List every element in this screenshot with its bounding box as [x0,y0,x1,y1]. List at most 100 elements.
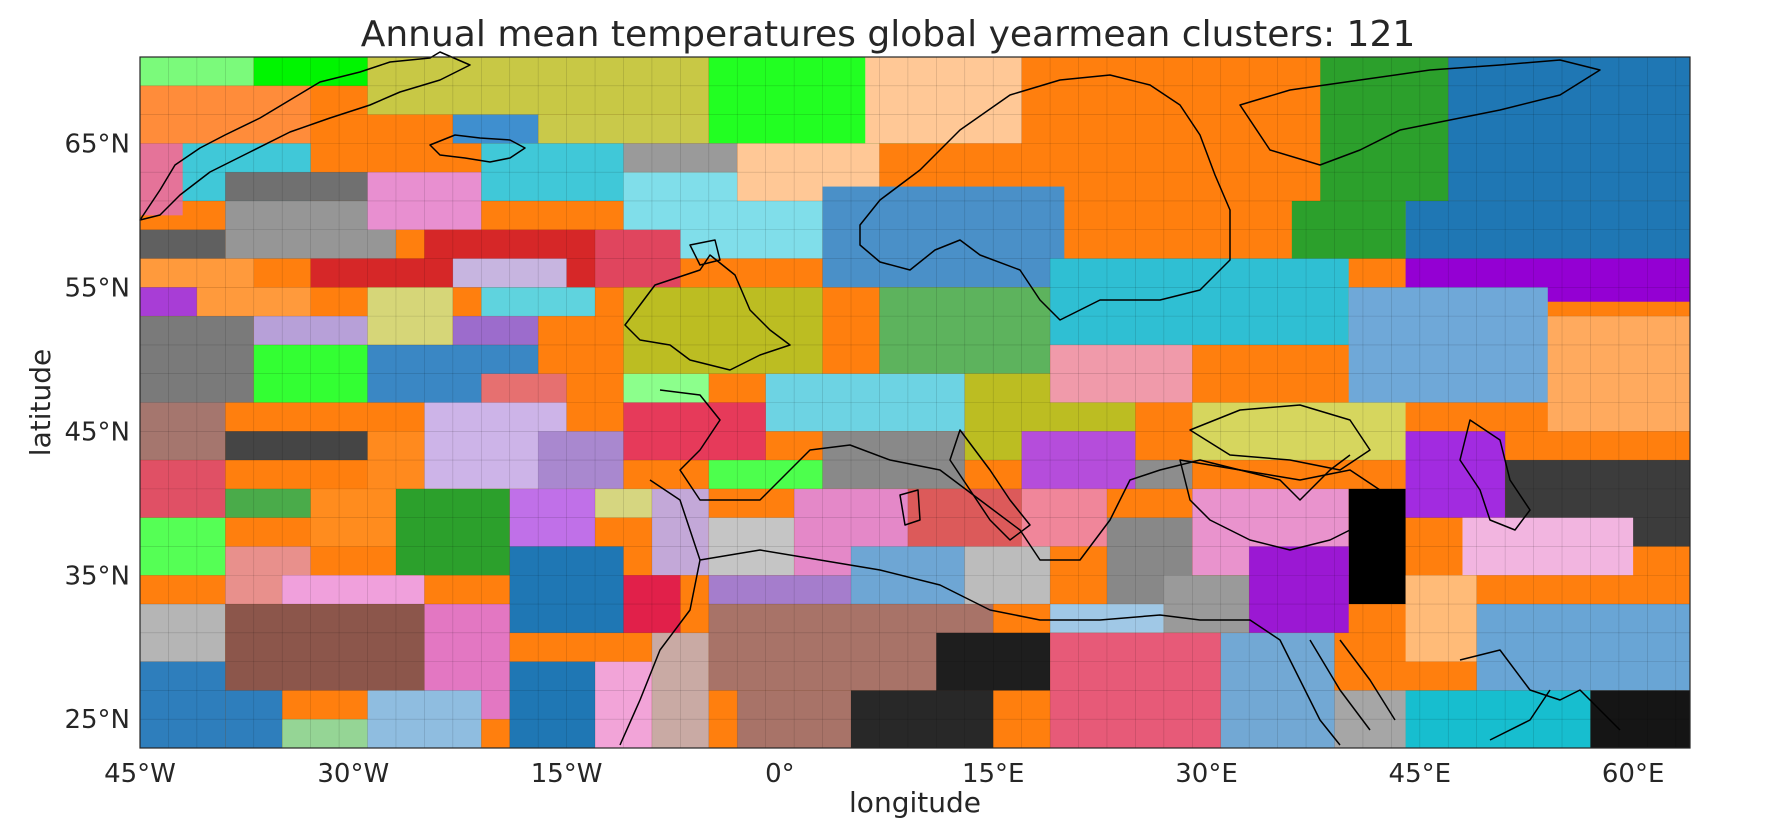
cluster-region [253,57,368,86]
y-axis-label: latitude [24,349,57,456]
cluster-region [851,546,965,605]
cluster-region [595,229,681,288]
cluster-region [1021,431,1136,489]
cluster-region [595,661,652,748]
y-tick-label: 25°N [64,705,130,735]
cluster-region [452,316,539,345]
y-tick-label: 35°N [64,561,130,591]
coastline-sardinia [899,489,921,526]
map-frame [139,56,1691,749]
y-tick-label: 55°N [64,273,130,303]
cluster-region [1405,575,1477,662]
cluster-region [310,258,453,288]
coastline-russia-arctic [1239,59,1601,166]
cluster-region [1348,488,1406,605]
cluster-region [225,172,368,201]
cluster-region [367,57,709,115]
cluster-region [509,661,596,748]
x-axis-label: longitude [849,786,981,819]
cluster-region [310,488,396,547]
coastline-italy [949,429,1031,541]
cluster-region [1405,431,1506,518]
cluster-region [623,402,766,461]
cluster-region [1220,632,1335,748]
cluster-region [140,604,226,662]
cluster-region [140,402,226,461]
cluster-region [140,143,183,216]
cluster-region [538,431,624,489]
x-tick-label: 60°E [1602,759,1665,789]
cluster-region [1448,57,1690,201]
cluster-region [822,186,1065,288]
cluster-region [481,143,624,201]
cluster-region [623,287,823,374]
cluster-region [282,575,425,605]
x-tick-label: 0° [765,759,795,789]
coastline-britain [624,239,791,371]
cluster-region [140,517,226,576]
cluster-region [623,143,738,173]
cluster-region [964,57,1022,86]
cluster-region [367,287,453,345]
cluster-region [140,229,226,259]
y-tick-labels: 65°N 55°N 45°N 35°N 25°N [64,129,130,735]
cluster-region [851,690,994,748]
cluster-region [140,287,197,317]
x-tick-label: 30°E [1175,759,1238,789]
coastline-arabia-gulf [1459,649,1621,741]
cluster-region [708,460,823,489]
cluster-region [452,258,567,288]
cluster-region [140,460,226,518]
cluster-region [1050,344,1193,403]
cluster-region [964,546,1051,605]
x-tick-label: 30°W [317,759,389,789]
coastline-greenland [139,51,471,221]
coastline-iceland [429,134,526,163]
cluster-region [140,57,254,86]
cluster-region [225,431,368,461]
cluster-region [253,344,368,403]
cluster-region [1249,546,1349,633]
cluster-region [708,517,795,576]
cluster-region [595,488,652,518]
coastline-north-africa [619,479,1341,746]
cluster-region [367,690,482,748]
cluster-region [140,316,254,403]
cluster-region [651,632,709,748]
cluster-region [367,172,482,230]
cluster-region [1021,488,1107,547]
cluster-region [481,287,596,317]
chart-title: Annual mean temperatures global yearmean… [360,14,1416,55]
cluster-region [225,488,311,518]
y-tick-label: 65°N [64,129,130,159]
cluster-region [196,287,311,317]
cluster-region [282,719,368,748]
cluster-region [1050,258,1349,345]
cluster-region [395,488,510,576]
cluster-region [708,575,852,605]
cluster-region [225,604,425,691]
cluster-region [140,661,226,748]
coastline-black-sea [1189,404,1371,471]
cluster-region [509,488,596,547]
cluster-region [481,373,567,403]
cluster-region [1547,316,1690,432]
cluster-region [140,258,254,288]
coastline-caspian [1459,419,1531,531]
x-tick-label: 45°E [1389,759,1452,789]
y-tick-label: 45°N [64,417,130,447]
cluster-region [1462,517,1634,576]
cluster-region [140,85,311,144]
cluster-region [1163,575,1250,633]
cluster-region [623,575,681,633]
cluster-region [538,114,709,144]
cluster-region [509,546,624,633]
cluster-region [1476,604,1690,691]
x-tick-labels: 45°W 30°W 15°W 0° 15°E 30°E 45°E 60°E [104,759,1664,789]
cluster-region [765,373,965,432]
cluster-region [1348,287,1548,403]
cluster-region [1320,57,1449,201]
cluster-region [737,690,852,748]
